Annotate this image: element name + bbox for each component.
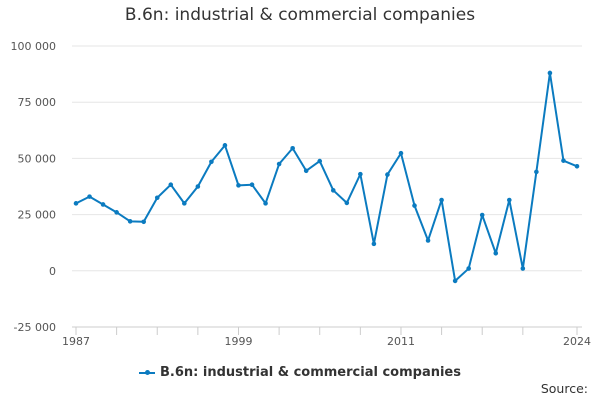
data-point (141, 219, 147, 225)
data-point (195, 184, 201, 189)
data-point (276, 161, 282, 167)
source-label: Source: (540, 381, 588, 396)
data-point (574, 163, 580, 169)
data-point (87, 194, 92, 199)
data-point (303, 168, 309, 174)
legend-marker (145, 369, 150, 375)
y-tick-label: 0 (49, 265, 56, 278)
data-point (249, 182, 255, 188)
data-point (154, 195, 160, 201)
data-point (439, 197, 444, 203)
legend[interactable]: B.6n: industrial & commercial companies (0, 365, 600, 380)
x-tick-label: 2024 (563, 335, 591, 348)
data-point (561, 158, 566, 163)
data-point (236, 183, 241, 188)
data-point (263, 201, 268, 206)
y-tick-label: 50 000 (18, 152, 57, 165)
legend-label: B.6n: industrial & commercial companies (160, 365, 461, 380)
data-point (534, 169, 539, 175)
data-point (114, 210, 119, 215)
data-point (73, 201, 79, 206)
x-tick-label: 1999 (224, 335, 252, 348)
data-point (371, 241, 377, 247)
chart-title: B.6n: industrial & commercial companies (124, 5, 476, 25)
axes (72, 326, 582, 335)
x-tick-label: 1987 (62, 335, 90, 348)
data-point (317, 158, 323, 164)
data-point (330, 188, 336, 193)
data-point (100, 202, 106, 207)
y-axis-tick-labels: -25 000 0 25 000 50 000 75 000 100 000 (11, 40, 57, 334)
data-point (182, 201, 187, 206)
data-point (344, 200, 350, 206)
y-tick-label: -25 000 (14, 321, 56, 334)
series-line (75, 71, 578, 282)
data-point (168, 182, 174, 188)
data-point (520, 266, 526, 271)
data-point (290, 145, 295, 151)
y-tick-label: 75 000 (18, 96, 57, 109)
x-tick-label: 2011 (387, 335, 415, 348)
data-point (385, 172, 390, 177)
data-point (222, 143, 228, 148)
data-point (466, 266, 471, 271)
data-point (506, 197, 512, 203)
data-point (209, 159, 214, 165)
series-group (73, 70, 580, 284)
legend-swatch (139, 369, 155, 375)
y-tick-label: 25 000 (18, 209, 57, 222)
data-point (425, 238, 431, 243)
data-point (493, 250, 499, 256)
data-point (127, 219, 133, 224)
gridlines (72, 45, 582, 328)
data-point (398, 150, 404, 156)
data-point (412, 203, 417, 208)
data-point (479, 212, 485, 218)
data-point (547, 70, 553, 76)
x-axis-tick-labels: 1987 1999 2011 2024 (62, 335, 591, 348)
data-point (358, 171, 363, 177)
y-tick-label: 100 000 (11, 40, 57, 53)
data-point (452, 278, 458, 284)
